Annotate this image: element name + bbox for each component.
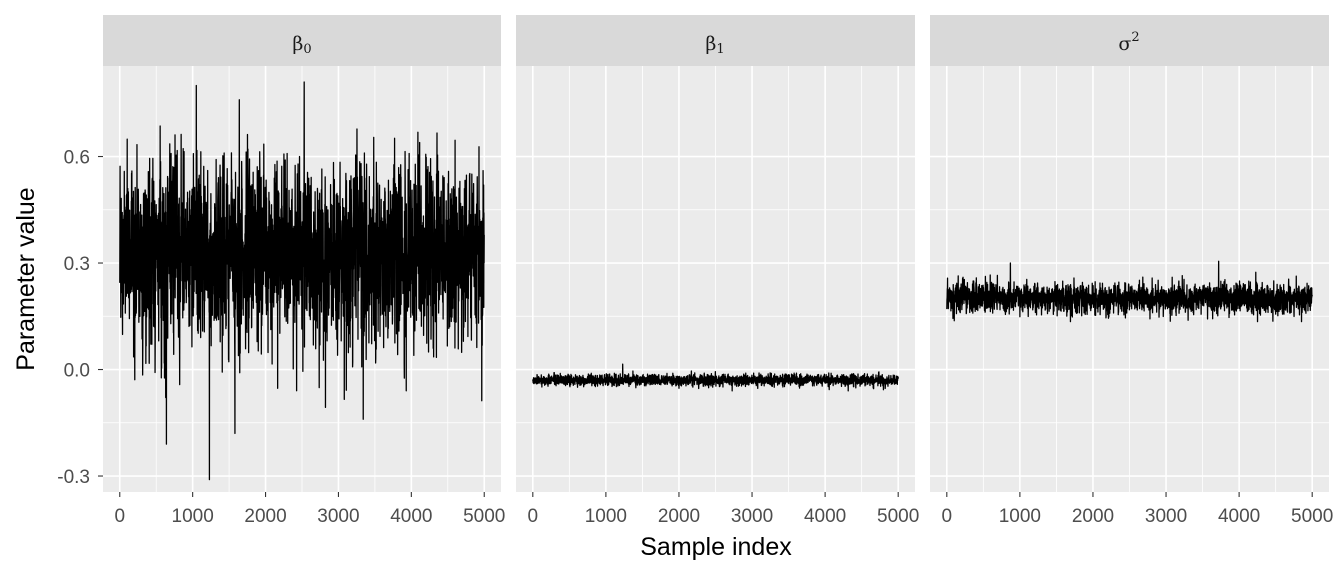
x-tick-label: 3000 — [731, 506, 773, 527]
x-tick-label: 2000 — [244, 506, 286, 527]
trace-series-beta1 — [532, 363, 899, 392]
strip-label-superscript: 2 — [1131, 30, 1139, 45]
strip-background — [516, 15, 915, 66]
gridlines — [930, 66, 1329, 492]
strip-label-beta0: β0 — [292, 33, 311, 57]
gridlines — [516, 66, 915, 492]
trace-line — [532, 363, 899, 392]
x-tick-label: 4000 — [390, 506, 432, 527]
x-tick-label: 3000 — [1145, 506, 1187, 527]
facet-panel-sigma2: σ2 — [930, 15, 1329, 492]
strip-label-beta1: β1 — [705, 33, 724, 57]
x-tick-label: 1000 — [585, 506, 627, 527]
trace-line — [946, 260, 1313, 323]
strip-label-sigma2: σ2 — [1118, 30, 1139, 55]
x-tick-label: 1000 — [172, 506, 214, 527]
x-tick-label: 5000 — [877, 506, 919, 527]
y-axis-title: Parameter value — [12, 187, 40, 370]
x-tick-label: 0 — [942, 506, 953, 527]
y-tick-label: 0.0 — [64, 361, 90, 382]
y-axis: -0.3 0.0 0.3 0.6 — [57, 148, 103, 488]
strip-label-base: β — [292, 33, 303, 55]
strip-label-subscript: 0 — [303, 42, 311, 57]
x-tick-label: 4000 — [1218, 506, 1260, 527]
trace-series-sigma2 — [946, 260, 1313, 323]
trace-line — [119, 81, 485, 481]
facet-panel-beta0: β0 — [103, 15, 501, 492]
y-tick-label: 0.3 — [64, 254, 90, 275]
x-tick-label: 0 — [114, 506, 125, 527]
strip-label-base: β — [705, 33, 716, 55]
x-tick-label: 5000 — [463, 506, 505, 527]
x-tick-label: 2000 — [658, 506, 700, 527]
x-tick-label: 2000 — [1072, 506, 1114, 527]
y-tick-label: 0.6 — [64, 148, 90, 169]
x-tick-label: 1000 — [999, 506, 1041, 527]
x-tick-label: 5000 — [1291, 506, 1333, 527]
strip-background — [103, 15, 501, 66]
x-axes: 0 1000 2000 3000 4000 5000 0 1000 2000 3000 4000 50… — [114, 492, 1333, 527]
strip-label-subscript: 1 — [716, 42, 724, 57]
x-axis-title: Sample index — [640, 533, 792, 561]
x-tick-label: 0 — [528, 506, 539, 527]
x-tick-label: 4000 — [804, 506, 846, 527]
x-tick-label: 3000 — [317, 506, 359, 527]
trace-series-beta0 — [119, 81, 485, 481]
strip-background — [930, 15, 1329, 66]
facet-panel-beta1: β1 — [516, 15, 915, 492]
strip-label-base: σ — [1118, 33, 1131, 55]
y-tick-label: -0.3 — [57, 467, 90, 488]
